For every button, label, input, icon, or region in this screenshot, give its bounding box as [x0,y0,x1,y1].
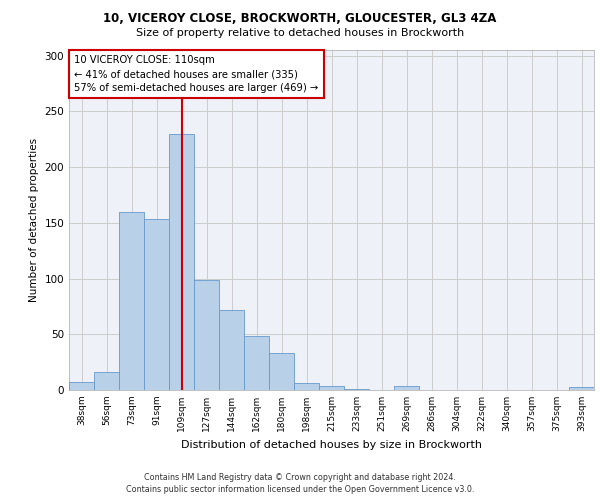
Bar [94,372,119,390]
Bar [219,310,244,390]
Bar [394,386,419,390]
Bar [169,134,194,390]
Text: 10 VICEROY CLOSE: 110sqm
← 41% of detached houses are smaller (335)
57% of semi-: 10 VICEROY CLOSE: 110sqm ← 41% of detach… [74,55,319,93]
Text: Size of property relative to detached houses in Brockworth: Size of property relative to detached ho… [136,28,464,38]
Text: Contains HM Land Registry data © Crown copyright and database right 2024.
Contai: Contains HM Land Registry data © Crown c… [126,473,474,494]
Bar [344,389,369,390]
Bar [194,280,219,390]
Bar [244,336,269,390]
Bar [269,353,294,390]
Bar [69,382,94,390]
Text: 10, VICEROY CLOSE, BROCKWORTH, GLOUCESTER, GL3 4ZA: 10, VICEROY CLOSE, BROCKWORTH, GLOUCESTE… [103,12,497,26]
X-axis label: Distribution of detached houses by size in Brockworth: Distribution of detached houses by size … [181,440,482,450]
Bar [569,386,594,390]
Y-axis label: Number of detached properties: Number of detached properties [29,138,39,302]
Bar [294,384,319,390]
Bar [319,386,344,390]
Bar [144,220,169,390]
Bar [119,212,144,390]
